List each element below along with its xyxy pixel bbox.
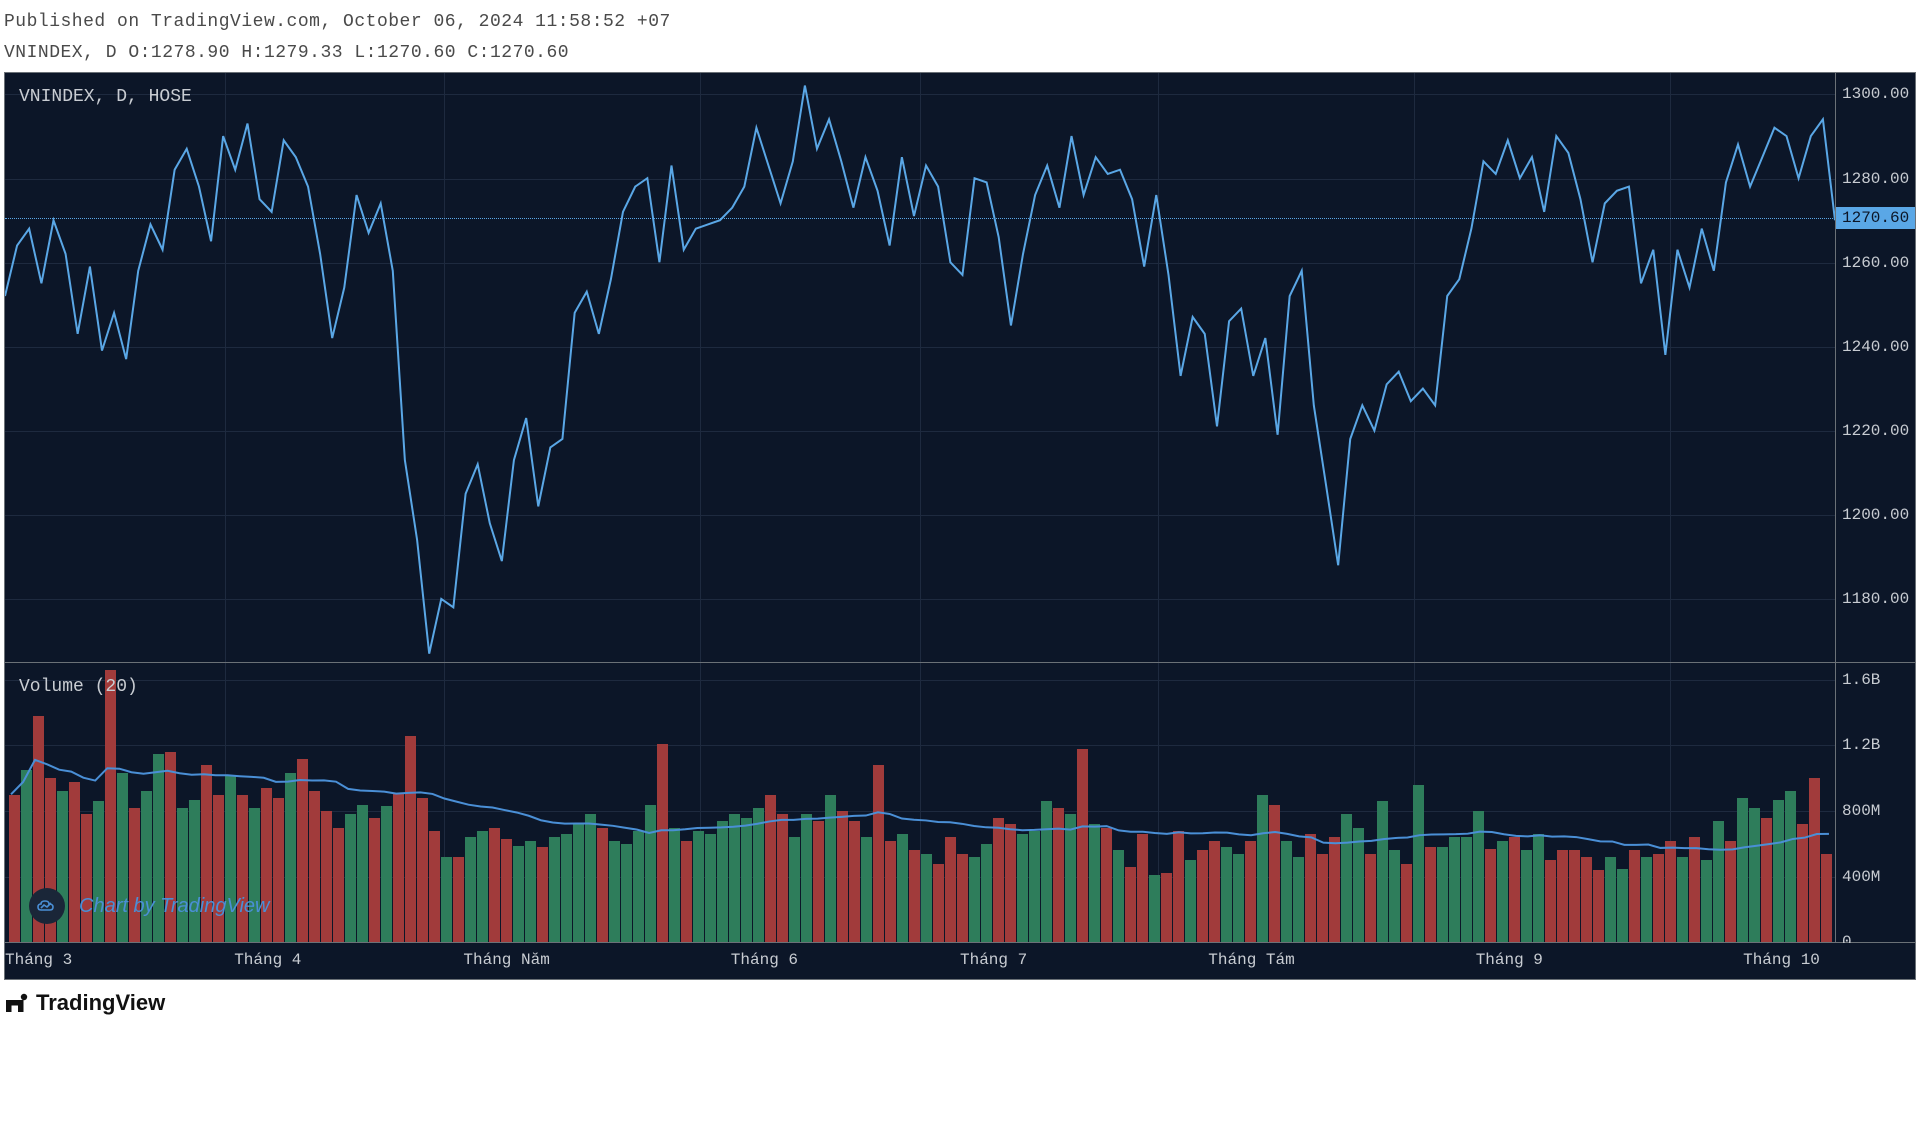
ohlc-line: VNINDEX, D O:1278.90 H:1279.33 L:1270.60… [4, 41, 1916, 66]
ytick-label: 400M [1842, 868, 1880, 886]
tradingview-logo-icon [4, 992, 30, 1014]
ytick-label: 1180.00 [1842, 590, 1909, 608]
xtick-label: Tháng 4 [234, 951, 301, 969]
volume-ma-line [5, 663, 1835, 942]
ytick-label: 1.6B [1842, 671, 1880, 689]
chart-container: VNINDEX, D, HOSE 1180.00 1200.00 1220.00 12… [4, 72, 1916, 980]
ytick-label: 1220.00 [1842, 422, 1909, 440]
xtick-label: Tháng 3 [5, 951, 72, 969]
price-y-axis: 1180.00 1200.00 1220.00 1240.00 1260.00 1280.… [1835, 73, 1915, 663]
watermark-text: Chart by TradingView [79, 895, 269, 918]
xtick-label: Tháng Năm [463, 951, 549, 969]
price-pane[interactable]: VNINDEX, D, HOSE [5, 73, 1835, 663]
xtick-label: Tháng 7 [960, 951, 1027, 969]
volume-pane-label: Volume (20) [19, 677, 138, 697]
price-ref-badge: 1270.60 [1836, 207, 1915, 229]
ytick-label: 1240.00 [1842, 338, 1909, 356]
ytick-label: 1.2B [1842, 736, 1880, 754]
xtick-label: Tháng 6 [731, 951, 798, 969]
ytick-label: 1260.00 [1842, 254, 1909, 272]
ytick-label: 800M [1842, 802, 1880, 820]
price-line-chart [5, 73, 1835, 662]
published-line: Published on TradingView.com, October 06… [4, 10, 1916, 35]
footer-brand: TradingView [4, 990, 1916, 1016]
xtick-label: Tháng 9 [1476, 951, 1543, 969]
volume-y-axis: 0400M800M1.2B1.6B [1835, 663, 1915, 943]
cloud-chart-icon [29, 888, 65, 924]
ytick-label: 1200.00 [1842, 506, 1909, 524]
xtick-label: Tháng 10 [1743, 951, 1820, 969]
price-pane-label: VNINDEX, D, HOSE [19, 87, 192, 107]
footer-brand-text: TradingView [36, 990, 165, 1016]
xtick-label: Tháng Tám [1208, 951, 1294, 969]
ytick-label: 1280.00 [1842, 170, 1909, 188]
volume-pane[interactable]: Volume (20) Chart by TradingView [5, 663, 1835, 943]
time-x-axis: Tháng 3 Tháng 4 Tháng Năm Tháng 6 Tháng 7 Thá… [5, 943, 1915, 979]
ytick-label: 1300.00 [1842, 85, 1909, 103]
tradingview-watermark: Chart by TradingView [29, 888, 269, 924]
